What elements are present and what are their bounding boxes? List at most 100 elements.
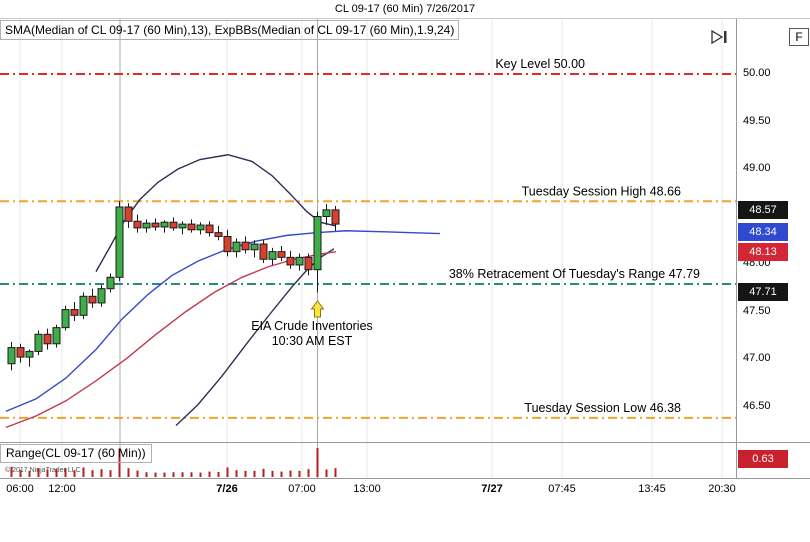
- candle-body: [331, 209, 340, 225]
- range-bar: [226, 467, 229, 477]
- range-bar: [190, 472, 193, 477]
- candle-body: [232, 241, 241, 253]
- time-axis-label: 13:45: [638, 483, 666, 495]
- range-bar: [244, 470, 247, 477]
- range-bar: [10, 466, 13, 477]
- candle-body: [43, 333, 52, 345]
- time-axis-label: 7/26: [216, 483, 238, 495]
- candle-body: [196, 224, 205, 231]
- time-axis[interactable]: 06:00 12:00 7/26 07:00 13:00 7/27 07:45 13:45 20…: [0, 479, 810, 501]
- retracement-label: 38% Retracement Of Tuesday's Range 47.79: [449, 267, 700, 281]
- range-bar: [334, 468, 337, 477]
- price-axis-label: 46.50: [743, 399, 771, 412]
- price-axis-label: 47.00: [743, 352, 771, 364]
- range-bar: [145, 472, 148, 477]
- candle-body: [223, 235, 232, 253]
- sma-blue-line: [5, 230, 441, 412]
- range-bar: [172, 472, 175, 477]
- eia-annotation-text: EIA Crude Inventories: [251, 319, 373, 333]
- time-axis-label: 13:00: [353, 483, 381, 495]
- time-axis-label: 07:00: [288, 483, 316, 495]
- time-axis-label: 20:30: [708, 483, 736, 495]
- range-bar: [253, 470, 256, 477]
- range-bar: [235, 470, 238, 477]
- session-high-label: Tuesday Session High 48.66: [522, 184, 681, 198]
- candle-body: [142, 222, 151, 229]
- candle-body: [151, 222, 160, 228]
- range-bar: [280, 471, 283, 477]
- price-axis-label: 50.00: [743, 67, 771, 79]
- range-indicator-label[interactable]: Range(CL 09-17 (60 Min)): [0, 444, 152, 463]
- candle-body: [61, 309, 70, 329]
- price-axis-label: 49.50: [743, 114, 771, 127]
- time-axis-label: 7/27: [481, 483, 503, 495]
- jump-to-end-icon[interactable]: [711, 30, 729, 45]
- candle-body: [16, 347, 25, 358]
- candle-body: [25, 350, 34, 358]
- axis-separator: [0, 478, 810, 479]
- price-badge: 47.71: [738, 282, 788, 301]
- candle-body: [160, 221, 169, 228]
- focus-button[interactable]: F: [789, 28, 809, 46]
- candle-body: [34, 333, 43, 352]
- candle-body: [115, 206, 124, 278]
- candle-body: [241, 241, 250, 251]
- candle-body: [259, 243, 268, 260]
- price-badge: 48.13: [738, 242, 788, 261]
- price-axis[interactable]: 50.00 49.50 49.00 48.00 47.50 47.00 46.50 48.57…: [737, 19, 810, 478]
- range-bar: [109, 470, 112, 477]
- range-bar: [181, 472, 184, 477]
- range-bar: [217, 471, 220, 477]
- price-axis-label: 47.50: [743, 304, 771, 317]
- range-bar: [136, 470, 139, 477]
- candle-body: [7, 347, 16, 365]
- range-bar: [91, 470, 94, 477]
- range-bar: [271, 470, 274, 477]
- key-level-label: Key Level 50.00: [495, 57, 585, 71]
- range-bar: [55, 468, 58, 477]
- eia-annotation-text: 10:30 AM EST: [272, 334, 353, 348]
- range-bar: [46, 469, 49, 477]
- price-badge: 48.34: [738, 222, 788, 241]
- candle-body: [205, 224, 214, 234]
- range-value-badge: 0.63: [738, 450, 788, 468]
- range-bar: [154, 472, 157, 477]
- price-plot[interactable]: Key Level 50.00 Tuesday Session High 48.6…: [0, 19, 737, 478]
- range-bar: [19, 470, 22, 477]
- range-bar: [199, 472, 202, 477]
- candle-body: [304, 256, 313, 271]
- candle-body: [187, 223, 196, 231]
- candle-body: [106, 276, 115, 290]
- time-axis-label: 07:45: [548, 483, 576, 495]
- candle-body: [277, 251, 286, 258]
- candle-body: [268, 251, 277, 260]
- candle-body: [178, 223, 187, 229]
- candle-body: [169, 221, 178, 229]
- panel-separator: [0, 442, 810, 443]
- range-bar: [163, 472, 166, 477]
- range-bar: [73, 470, 76, 477]
- range-bar: [325, 469, 328, 477]
- candle-body: [286, 256, 295, 266]
- range-bar: [37, 468, 40, 477]
- copyright-text: © 2017 NinjaTrader LLC: [5, 467, 81, 474]
- candle-body: [70, 309, 79, 316]
- range-bar: [208, 471, 211, 477]
- price-badge: 48.57: [738, 200, 788, 219]
- candle-body: [88, 295, 97, 304]
- candle-body: [322, 209, 331, 218]
- range-bar: [82, 467, 85, 477]
- candle-body: [250, 243, 259, 251]
- chart-title: CL 09-17 (60 Min) 7/26/2017: [0, 0, 810, 18]
- time-axis-label: 06:00: [6, 483, 34, 495]
- range-bar: [298, 470, 301, 477]
- range-bar: [100, 469, 103, 477]
- range-bar: [307, 469, 310, 477]
- price-axis-line: [736, 19, 737, 478]
- candle-body: [313, 216, 322, 271]
- candle-body: [97, 288, 106, 304]
- candle-body: [295, 256, 304, 266]
- eia-arrow-icon[interactable]: [310, 300, 325, 318]
- candle-body: [79, 295, 88, 316]
- indicator-label[interactable]: SMA(Median of CL 09-17 (60 Min),13), Exp…: [0, 20, 460, 40]
